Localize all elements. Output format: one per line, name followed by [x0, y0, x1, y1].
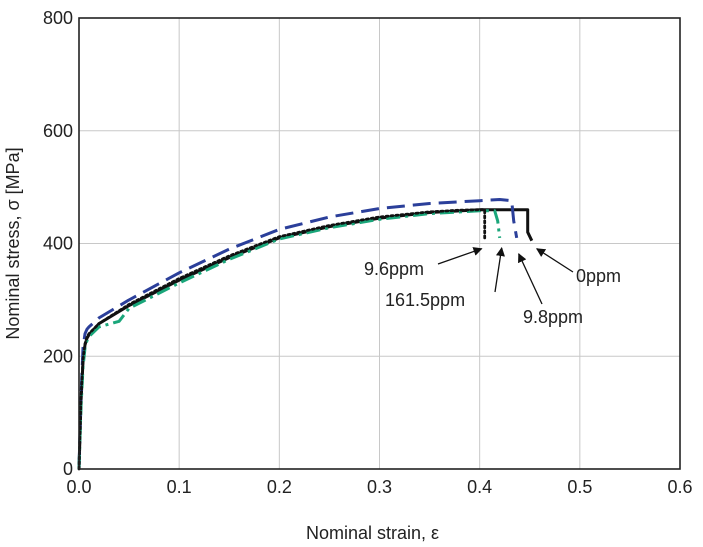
y-tick-label: 600 — [43, 121, 73, 141]
grid — [79, 18, 680, 469]
series-line-9-8ppm — [77, 198, 519, 470]
x-tick-label: 0.4 — [467, 477, 492, 497]
annotation-label: 161.5ppm — [385, 290, 465, 310]
x-tick-label: 0.0 — [66, 477, 91, 497]
x-axis-title: Nominal strain, ε — [306, 523, 439, 543]
y-axis-title: Nominal stress, σ [MPa] — [3, 147, 23, 339]
annotation-arrow — [437, 247, 483, 265]
y-tick-label: 200 — [43, 346, 73, 366]
series-layer — [77, 198, 534, 471]
annotation-arrow — [535, 248, 574, 273]
y-tick-label: 0 — [63, 459, 73, 479]
annotation-label: 9.6ppm — [364, 259, 424, 279]
x-tick-label: 0.2 — [267, 477, 292, 497]
y-tick-label: 800 — [43, 8, 73, 28]
x-tick-label: 0.6 — [667, 477, 692, 497]
x-tick-label: 0.3 — [367, 477, 392, 497]
x-tick-label: 0.1 — [167, 477, 192, 497]
plot-frame — [78, 17, 681, 470]
x-tick-label: 0.5 — [567, 477, 592, 497]
annotation-arrow — [494, 246, 505, 293]
series-line-161-5ppm — [77, 209, 502, 470]
y-tick-label: 400 — [43, 234, 73, 254]
annotations: 9.6ppm 161.5ppm 9.8ppm 0ppm — [364, 246, 621, 327]
series-line-9-6ppm — [77, 208, 487, 471]
annotation-label: 9.8ppm — [523, 307, 583, 327]
annotation-arrow — [518, 253, 543, 305]
series-line-0ppm — [77, 208, 534, 470]
axis-ticks: 0.0 0.1 0.2 0.3 0.4 0.5 0.6 0 200 400 600 800 — [43, 8, 693, 497]
annotation-label: 0ppm — [576, 266, 621, 286]
